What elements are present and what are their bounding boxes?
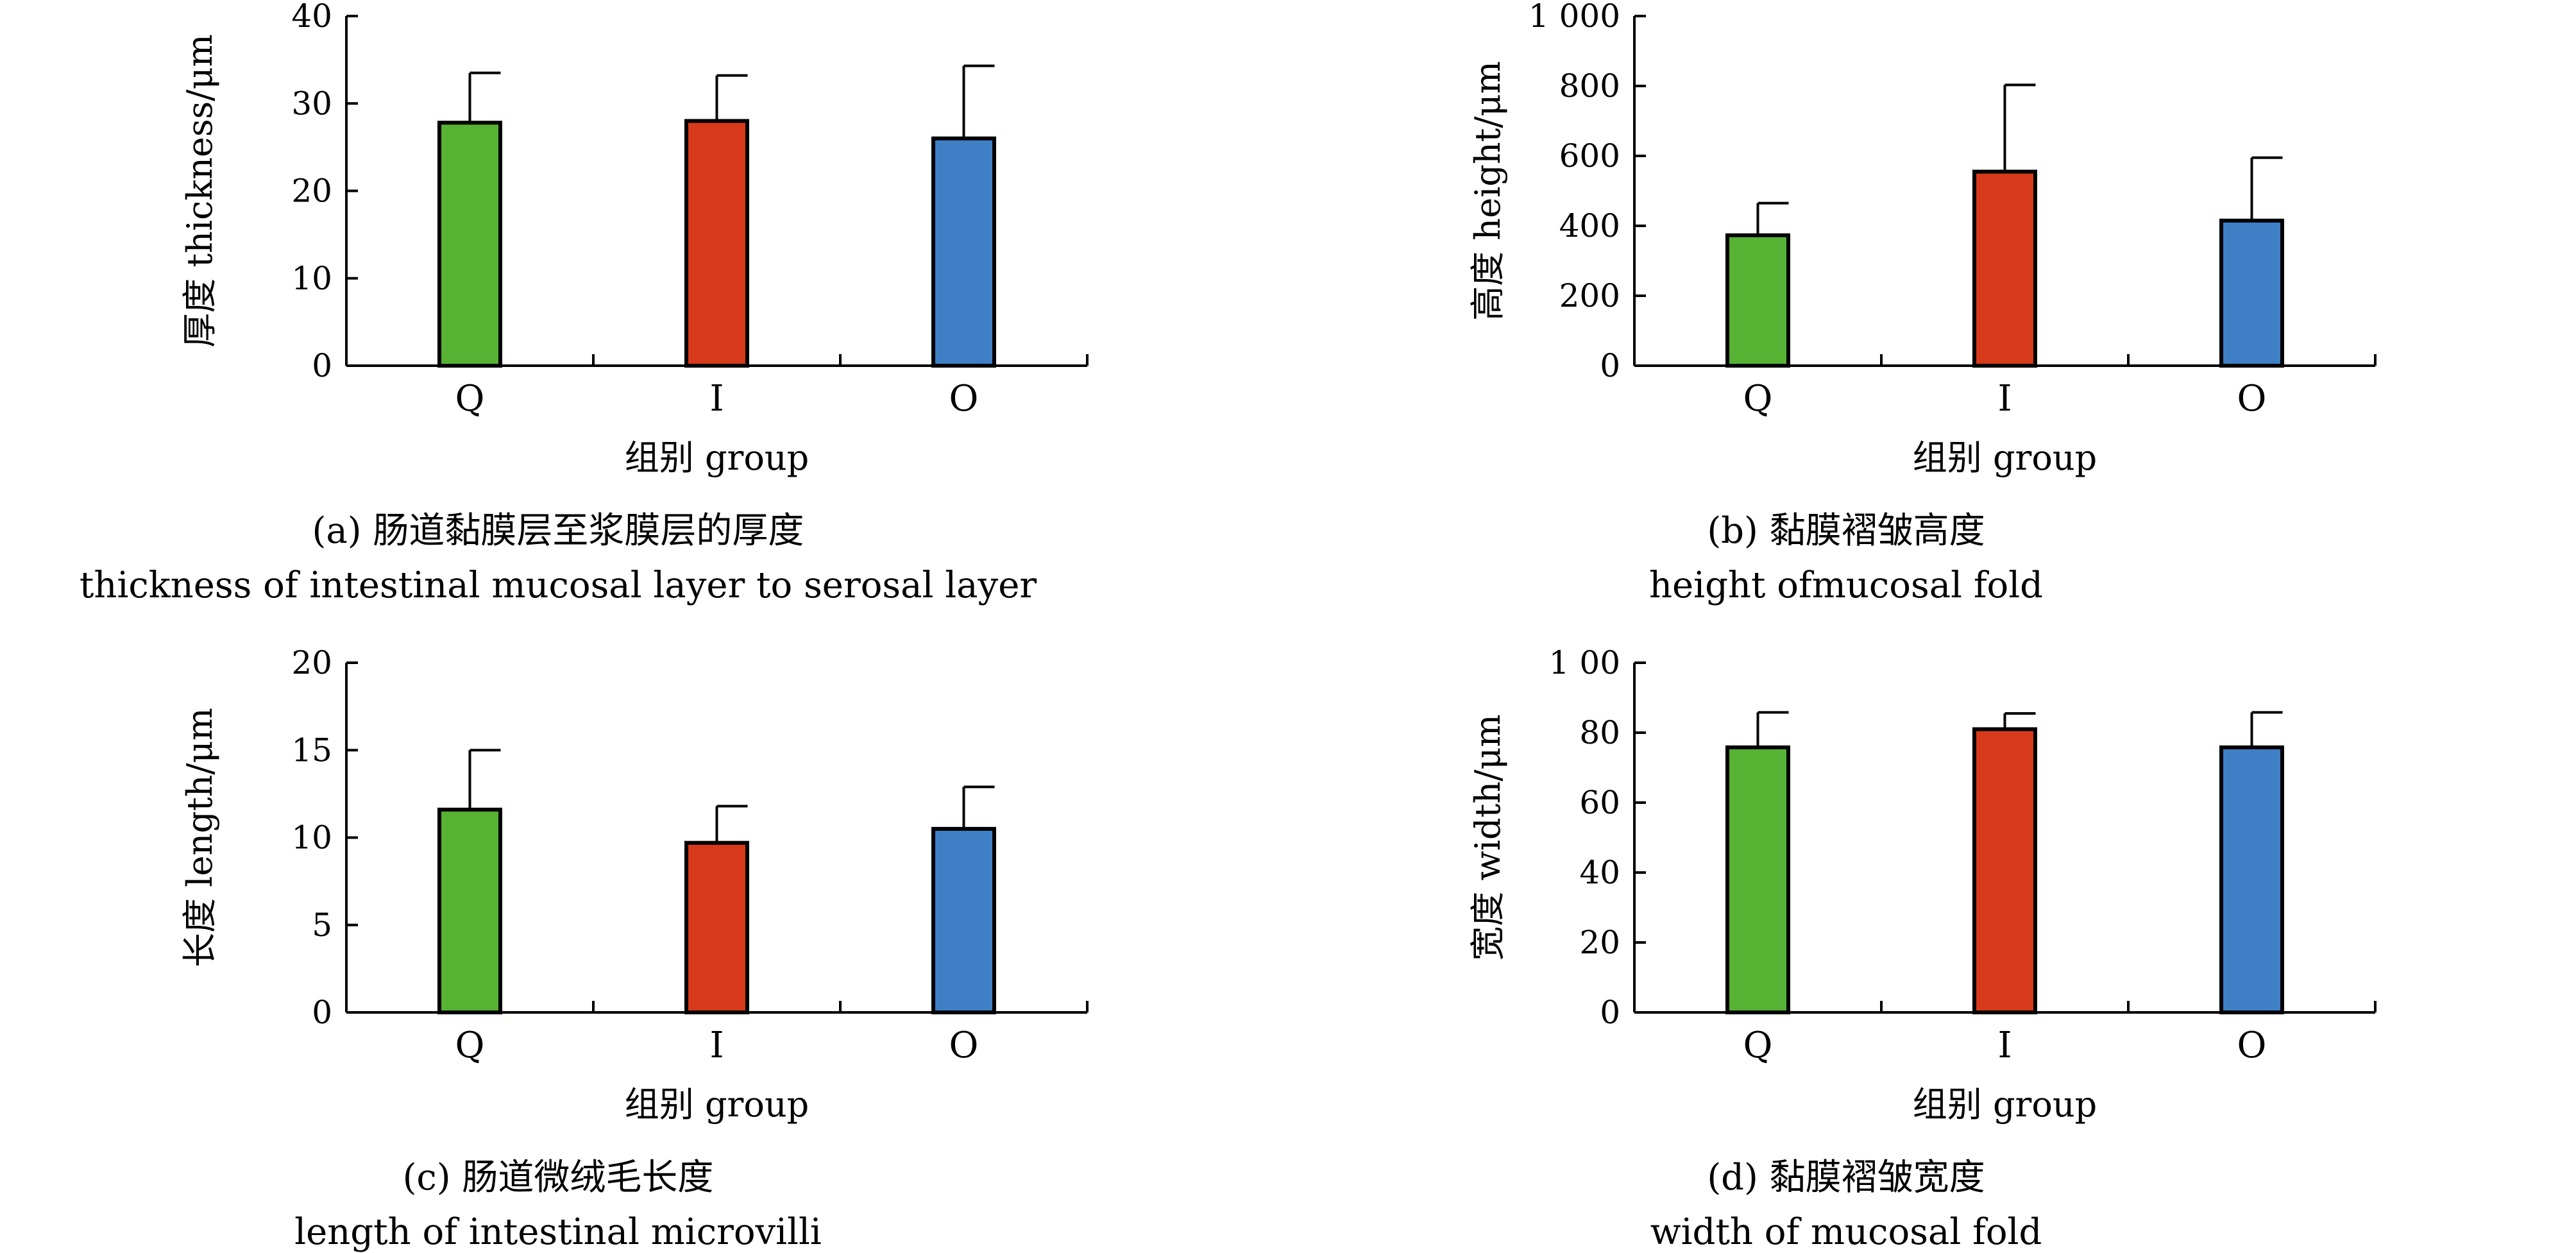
bar-O: [2219, 745, 2284, 1014]
chart-panel-c: 0 5 10 15 20 Q I O 组别 group 长度 length/μm (c) 肠道微绒…: [0, 644, 1288, 1250]
y-tick-label: 600: [1559, 137, 1620, 175]
y-tick-label: 60: [1579, 784, 1620, 821]
y-axis-title: 高度 height/μm: [1468, 61, 1508, 321]
x-category-label: I: [1997, 1025, 2012, 1066]
y-tick-label: 80: [1579, 714, 1620, 751]
bar-I: [684, 119, 749, 368]
chart-panel-b: 0 200 400 600 800 1 000 Q I O 组别 group 高度 height/μ…: [1288, 0, 2576, 622]
x-category-label: Q: [455, 1025, 485, 1066]
y-tick-label: 10: [291, 260, 332, 297]
chart-d-svg: 0 20 40 60 80 1 00 Q I O 组别 group 宽度 width/μm: [1468, 644, 2377, 1125]
caption-d-cn: (d) 黏膜褶皱宽度: [1707, 1157, 1985, 1198]
x-category-label: O: [949, 378, 979, 420]
y-tick-label: 1 000: [1529, 0, 1620, 35]
x-category-label: Q: [1743, 378, 1773, 420]
bar-I: [1972, 169, 2037, 368]
x-category-label: I: [1997, 378, 2012, 420]
y-tick-label: 800: [1559, 67, 1620, 105]
x-category-label: Q: [1743, 1025, 1773, 1066]
bar-O: [2219, 218, 2284, 368]
chart-b-svg: 0 200 400 600 800 1 000 Q I O 组别 group 高度 height/μ…: [1468, 0, 2377, 478]
y-tick-label: 20: [1579, 924, 1620, 961]
x-category-label: O: [949, 1025, 979, 1066]
bar-Q: [437, 807, 502, 1014]
caption-a-en: thickness of intestinal mucosal layer to…: [79, 565, 1037, 606]
x-axis-title: 组别 group: [625, 438, 809, 478]
y-tick-label: 1 00: [1549, 644, 1620, 681]
y-axis-title: 厚度 thickness/μm: [180, 34, 220, 348]
y-tick-label: 5: [312, 907, 332, 944]
bar-I: [1972, 727, 2037, 1015]
bar-O: [931, 826, 996, 1014]
y-tick-label: 20: [291, 173, 332, 210]
chart-panel-d: 0 20 40 60 80 1 00 Q I O 组别 group 宽度 width/μm (d) …: [1288, 644, 2576, 1250]
y-tick-label: 20: [291, 644, 332, 681]
y-tick-label: 15: [291, 731, 332, 769]
caption-c-cn: (c) 肠道微绒毛长度: [402, 1157, 714, 1198]
y-tick-label: 40: [291, 0, 332, 35]
caption-b-cn: (b) 黏膜褶皱高度: [1707, 510, 1985, 552]
bar-O: [931, 136, 996, 368]
y-tick-label: 200: [1559, 277, 1620, 314]
y-tick-label: 0: [312, 994, 332, 1031]
bar-Q: [1725, 745, 1790, 1014]
y-tick-label: 10: [291, 819, 332, 857]
caption-b-en: height ofmucosal fold: [1648, 565, 2044, 606]
x-axis-title: 组别 group: [1913, 1084, 2097, 1125]
x-category-label: I: [709, 378, 724, 420]
bar-Q: [1725, 233, 1790, 368]
y-tick-label: 0: [1600, 347, 1620, 384]
chart-a-svg: 0 10 20 30 40 Q I O 组别 group 厚度 thickness/μm: [180, 0, 1089, 478]
caption-a-cn: (a) 肠道黏膜层至浆膜层的厚度: [312, 510, 804, 552]
caption-c-en: length of intestinal microvilli: [294, 1211, 822, 1253]
y-axis-title: 宽度 width/μm: [1468, 714, 1508, 960]
y-tick-label: 40: [1579, 854, 1620, 891]
x-axis-title: 组别 group: [1913, 438, 2097, 478]
x-category-label: I: [709, 1025, 724, 1066]
y-tick-label: 0: [312, 347, 332, 384]
bar-I: [684, 840, 749, 1014]
x-category-label: O: [2237, 1025, 2267, 1066]
y-axis-title: 长度 length/μm: [180, 708, 220, 967]
caption-d-en: width of mucosal fold: [1650, 1211, 2042, 1253]
y-tick-label: 400: [1559, 207, 1620, 244]
x-axis-title: 组别 group: [625, 1084, 809, 1125]
chart-panel-a: 0 10 20 30 40 Q I O 组别 group 厚度 thickness/μm (a) …: [0, 0, 1288, 622]
y-tick-label: 30: [291, 85, 332, 122]
y-tick-label: 0: [1600, 994, 1620, 1031]
chart-c-svg: 0 5 10 15 20 Q I O 组别 group 长度 length/μm: [180, 644, 1089, 1125]
x-category-label: O: [2237, 378, 2267, 420]
bar-Q: [437, 121, 502, 368]
x-category-label: Q: [455, 378, 485, 420]
